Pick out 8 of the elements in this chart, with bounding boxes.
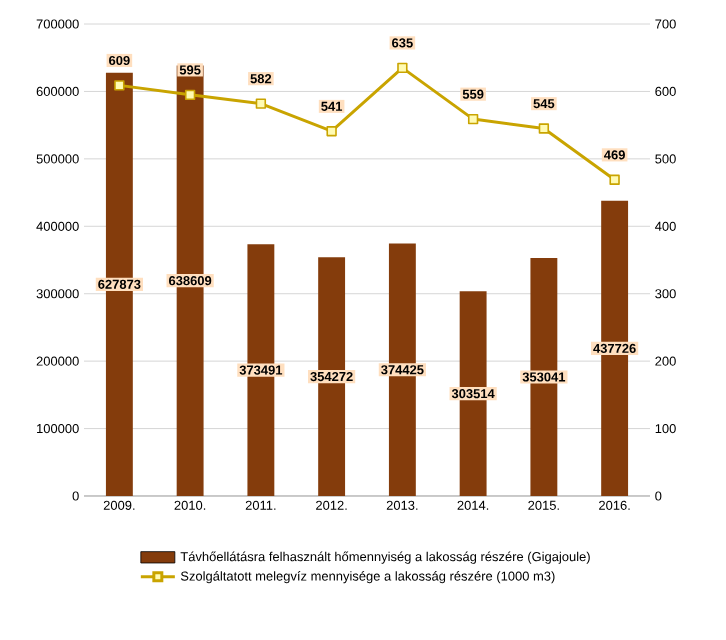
point — [114, 80, 125, 91]
point — [326, 126, 337, 137]
point — [184, 89, 196, 100]
point — [467, 113, 479, 125]
point — [538, 123, 550, 134]
point — [255, 98, 267, 109]
point — [609, 174, 620, 185]
point — [397, 62, 408, 74]
